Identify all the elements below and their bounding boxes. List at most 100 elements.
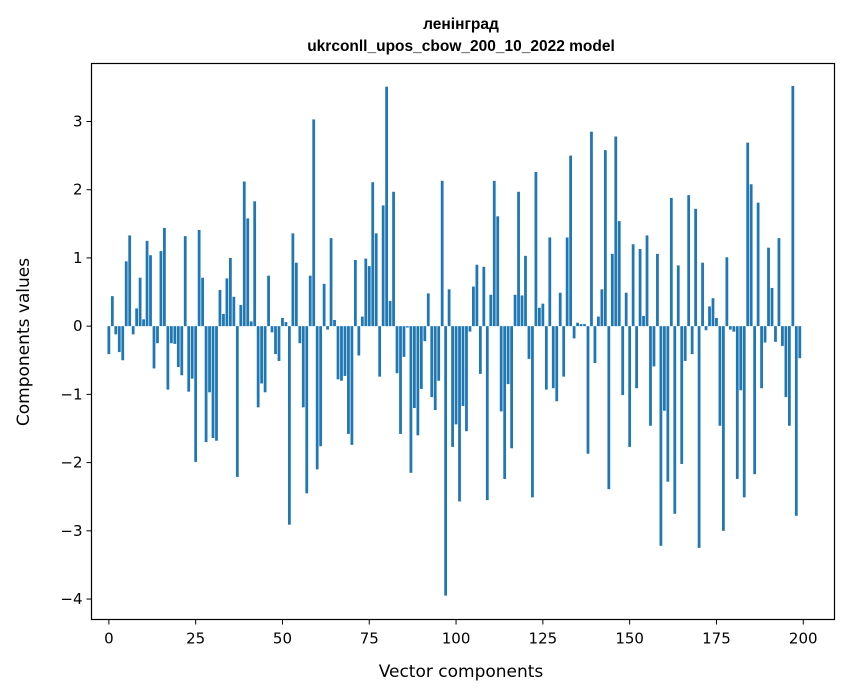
y-tick-label: 0 <box>73 317 83 335</box>
bar <box>447 289 451 327</box>
bar <box>197 229 201 327</box>
bar <box>607 326 611 490</box>
bar <box>472 286 475 327</box>
bar <box>649 326 652 426</box>
bar <box>617 221 621 327</box>
bar <box>749 184 753 327</box>
bar <box>374 233 378 327</box>
bar <box>614 136 618 327</box>
bar <box>347 326 350 434</box>
bar <box>406 326 409 328</box>
bar <box>478 326 482 374</box>
bars-group <box>107 86 802 596</box>
bar <box>357 326 361 356</box>
bar <box>537 307 541 327</box>
bar <box>388 300 392 327</box>
bar <box>662 326 666 411</box>
bar <box>235 326 239 477</box>
bar <box>159 251 163 327</box>
bar <box>288 326 291 525</box>
bar <box>572 326 576 339</box>
bar <box>301 326 305 408</box>
bar <box>555 326 559 402</box>
bar <box>128 235 132 327</box>
bar <box>291 233 295 327</box>
bar <box>708 306 711 327</box>
bar <box>586 326 590 454</box>
bar <box>145 240 149 327</box>
y-tick-label: 2 <box>73 181 83 199</box>
x-tick-label: 75 <box>360 630 379 648</box>
x-axis-label: Vector components <box>379 662 544 682</box>
bar <box>340 326 343 381</box>
bar <box>669 197 673 327</box>
bar <box>506 326 510 385</box>
bar <box>277 326 281 361</box>
bar <box>548 237 552 327</box>
chart-title: ленінград <box>423 16 499 33</box>
bar <box>218 289 222 327</box>
bar <box>489 294 493 327</box>
bar <box>308 275 312 327</box>
bar <box>451 326 454 447</box>
bar <box>239 305 243 327</box>
bar <box>319 326 323 447</box>
bar <box>333 320 336 327</box>
bar <box>558 292 562 327</box>
bar <box>770 287 774 327</box>
bar <box>701 262 704 327</box>
bar <box>631 244 635 327</box>
bar <box>524 255 527 327</box>
bar <box>732 326 736 332</box>
bar <box>656 253 659 327</box>
bar <box>353 259 357 327</box>
bar <box>260 326 264 384</box>
bar <box>131 326 135 335</box>
bar <box>645 235 649 327</box>
bar <box>756 202 760 327</box>
bar <box>263 326 267 393</box>
bar <box>180 326 184 376</box>
y-tick-label: −2 <box>60 454 82 472</box>
bar <box>739 326 743 391</box>
bar <box>760 326 763 389</box>
bar <box>204 326 208 443</box>
bar <box>253 201 257 327</box>
bar <box>399 326 402 434</box>
bar <box>635 326 638 389</box>
bar <box>426 293 430 327</box>
bar <box>683 326 687 361</box>
y-tick-label: −4 <box>60 590 82 608</box>
bar <box>267 275 270 327</box>
bar <box>517 191 520 327</box>
bar <box>544 326 548 390</box>
bar <box>343 326 347 376</box>
bar <box>222 313 225 327</box>
bar <box>270 326 274 333</box>
y-tick-label: 1 <box>73 249 83 267</box>
bar <box>183 236 187 327</box>
bar <box>232 296 236 327</box>
bar <box>371 182 375 327</box>
x-axis-ticks: 0 25 50 75 100 125 150 175 200 <box>104 619 818 648</box>
bar <box>201 277 204 327</box>
bar <box>190 326 194 379</box>
bar <box>527 326 531 359</box>
y-tick-label: 3 <box>73 112 83 130</box>
bar <box>541 303 545 327</box>
bar <box>791 86 795 327</box>
bar <box>680 326 684 464</box>
bar <box>152 326 156 369</box>
bar <box>673 326 677 514</box>
x-tick-label: 125 <box>529 630 558 648</box>
y-tick-label: −1 <box>60 385 82 403</box>
bar <box>392 191 395 327</box>
bar <box>583 324 586 327</box>
bar <box>156 326 159 344</box>
bar <box>385 86 389 327</box>
bar <box>569 155 573 327</box>
bar <box>697 326 701 548</box>
bar <box>395 326 399 374</box>
bar <box>610 253 614 327</box>
y-axis-label: Components values <box>14 258 34 426</box>
